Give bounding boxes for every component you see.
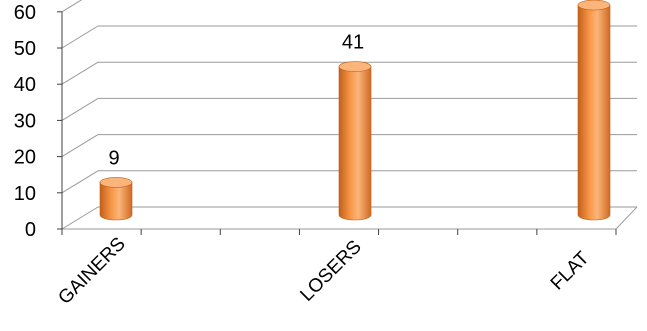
y-tick-label: 0	[25, 219, 36, 241]
y-tick-label: 40	[14, 74, 36, 96]
bar-flat	[577, 0, 611, 221]
side-gridline	[61, 170, 99, 194]
bar-gainers	[99, 177, 133, 221]
bar-body	[99, 182, 133, 221]
y-tick-labels: 0 10 20 30 40 50 60	[14, 2, 36, 241]
bar-body	[338, 66, 372, 221]
value-axis	[57, 11, 617, 235]
bar-body	[577, 4, 611, 221]
bar-losers	[338, 61, 372, 221]
y-tick-label: 30	[14, 110, 36, 132]
bar-top	[577, 0, 611, 11]
data-labels: 94158	[108, 32, 364, 170]
side-gridline	[61, 206, 99, 230]
y-tick-label: 10	[14, 183, 36, 205]
data-label: 9	[108, 147, 119, 169]
side-gridline	[61, 97, 99, 121]
category-label: GAINERS	[54, 233, 129, 308]
side-gridline	[61, 25, 99, 49]
data-label: 41	[342, 32, 364, 54]
side-gridline	[61, 0, 83, 13]
y-tick-label: 60	[14, 2, 36, 24]
y-tick-label: 20	[14, 147, 36, 169]
category-label: FLAT	[547, 247, 594, 294]
y-tick-label: 50	[14, 38, 36, 60]
side-gridline	[61, 134, 99, 158]
bar-top	[99, 177, 133, 188]
bar-top	[338, 61, 372, 72]
bars	[99, 0, 611, 221]
side-gridline	[61, 61, 99, 85]
category-labels: GAINERS LOSERS FLAT	[54, 233, 593, 308]
category-label: LOSERS	[296, 236, 365, 305]
